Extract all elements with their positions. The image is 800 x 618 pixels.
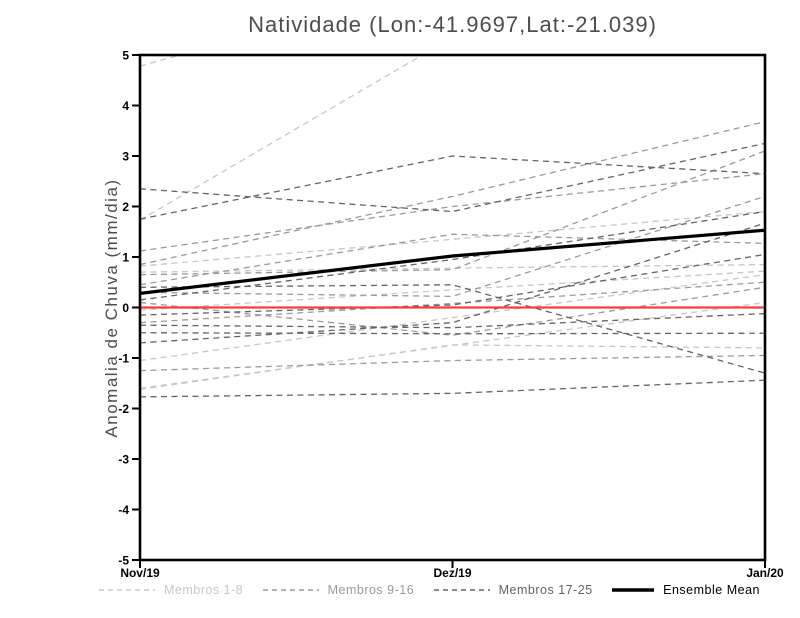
ensemble-member-line <box>140 274 765 362</box>
ensemble-member-line <box>140 155 765 220</box>
x-tick-label: Dez/19 <box>433 566 471 580</box>
legend-label: Ensemble Mean <box>663 583 760 597</box>
ensemble-member-line <box>140 233 765 286</box>
y-tick-label: -5 <box>118 554 129 568</box>
ensemble-member-line <box>140 284 765 374</box>
ensemble-member-line <box>140 354 765 372</box>
legend-item-ensemble-mean: Ensemble Mean <box>611 583 760 597</box>
ensemble-member-line <box>140 55 424 221</box>
y-tick-label: -4 <box>118 503 129 517</box>
dashed-line-swatch <box>433 589 490 591</box>
ensemble-member-line <box>140 281 765 324</box>
legend-item-membros-17-25: Membros 17-25 <box>433 583 593 597</box>
y-tick-label: -1 <box>118 352 129 366</box>
ensemble-member-line <box>140 142 765 213</box>
y-tick-label: 2 <box>122 200 129 214</box>
ensemble-member-line <box>140 263 765 273</box>
legend-label: Membros 1-8 <box>164 583 244 597</box>
y-tick-label: 4 <box>122 99 129 113</box>
ensemble-member-line <box>140 286 765 336</box>
legend-item-membros-1-8: Membros 1-8 <box>98 583 243 597</box>
y-tick-label: -3 <box>118 453 129 467</box>
chart-title: Natividade (Lon:-41.9697,Lat:-21.039) <box>248 12 657 37</box>
dashed-line-swatch <box>99 589 155 591</box>
ensemble-member-line <box>140 379 765 398</box>
y-tick-label: 0 <box>122 301 129 315</box>
y-tick-label: 1 <box>122 251 129 265</box>
legend-item-membros-9-16: Membros 9-16 <box>262 583 415 597</box>
x-tick-label: Jan/20 <box>746 566 784 580</box>
ensemble-member-line <box>140 344 765 390</box>
ensemble-member-line <box>140 173 765 252</box>
x-tick-label: Nov/19 <box>120 566 160 580</box>
legend-label: Membros 9-16 <box>327 583 415 597</box>
ensemble-member-line <box>140 210 765 301</box>
ensemble-member-line <box>140 121 765 266</box>
legend: Membros 1-8 Membros 9-16 Membros 17-25 E… <box>98 583 760 597</box>
ensemble-member-line <box>140 332 765 335</box>
ensemble-member-line <box>140 253 765 316</box>
legend-label: Membros 17-25 <box>498 583 593 597</box>
y-tick-label: 3 <box>122 150 129 164</box>
solid-line-swatch <box>612 588 655 592</box>
y-tick-label: 5 <box>122 49 129 63</box>
y-tick-label: -2 <box>118 402 129 416</box>
series-layer <box>140 55 765 398</box>
ensemble-member-line <box>140 270 765 311</box>
ensemble-mean-line <box>140 228 765 295</box>
dashed-line-swatch <box>262 589 319 591</box>
